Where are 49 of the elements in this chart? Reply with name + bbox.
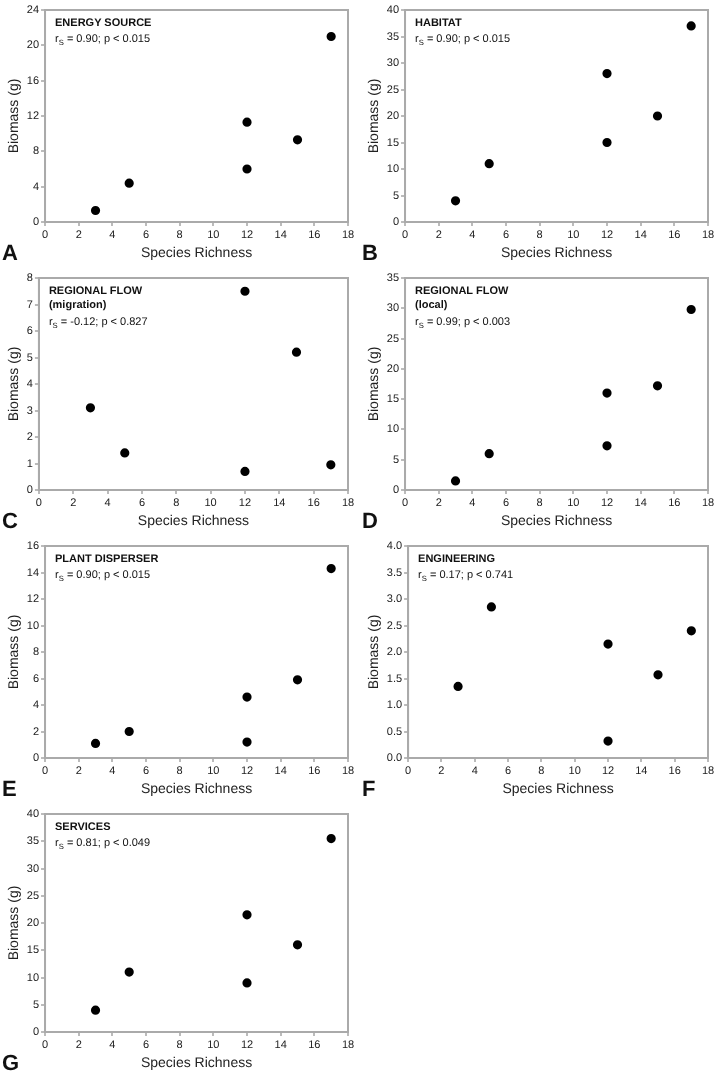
text: B (362, 242, 378, 266)
point (292, 135, 303, 145)
point (240, 286, 250, 296)
point (242, 737, 252, 747)
point (602, 69, 612, 79)
point (653, 670, 663, 680)
point (453, 681, 463, 692)
point (486, 602, 496, 612)
point (242, 910, 252, 920)
point (124, 967, 134, 977)
text: G (2, 1052, 20, 1074)
point (686, 21, 696, 31)
point (326, 31, 336, 42)
point (326, 833, 336, 844)
point (120, 448, 130, 458)
point (242, 117, 252, 127)
point (240, 466, 250, 477)
point (484, 449, 494, 459)
point (124, 726, 134, 737)
point (242, 164, 252, 174)
point (242, 978, 252, 988)
point (603, 736, 613, 746)
point (603, 639, 613, 649)
point (484, 159, 494, 169)
point (124, 178, 134, 188)
point (90, 1005, 101, 1015)
text: D (362, 510, 378, 534)
point (652, 381, 663, 391)
point (292, 675, 303, 685)
point (242, 692, 252, 702)
point (292, 940, 303, 950)
point (450, 476, 461, 486)
point (602, 388, 612, 398)
text: F (362, 778, 376, 802)
point (90, 205, 101, 216)
point (686, 304, 696, 315)
point (90, 738, 101, 749)
point (326, 563, 336, 574)
point (652, 111, 663, 121)
point (85, 403, 96, 413)
point (291, 347, 302, 357)
point (602, 441, 612, 451)
point (326, 460, 336, 470)
point (450, 196, 461, 206)
text: C (2, 510, 18, 534)
text: A (2, 242, 18, 266)
text: E (2, 778, 17, 802)
point (686, 626, 696, 636)
point (602, 137, 612, 148)
